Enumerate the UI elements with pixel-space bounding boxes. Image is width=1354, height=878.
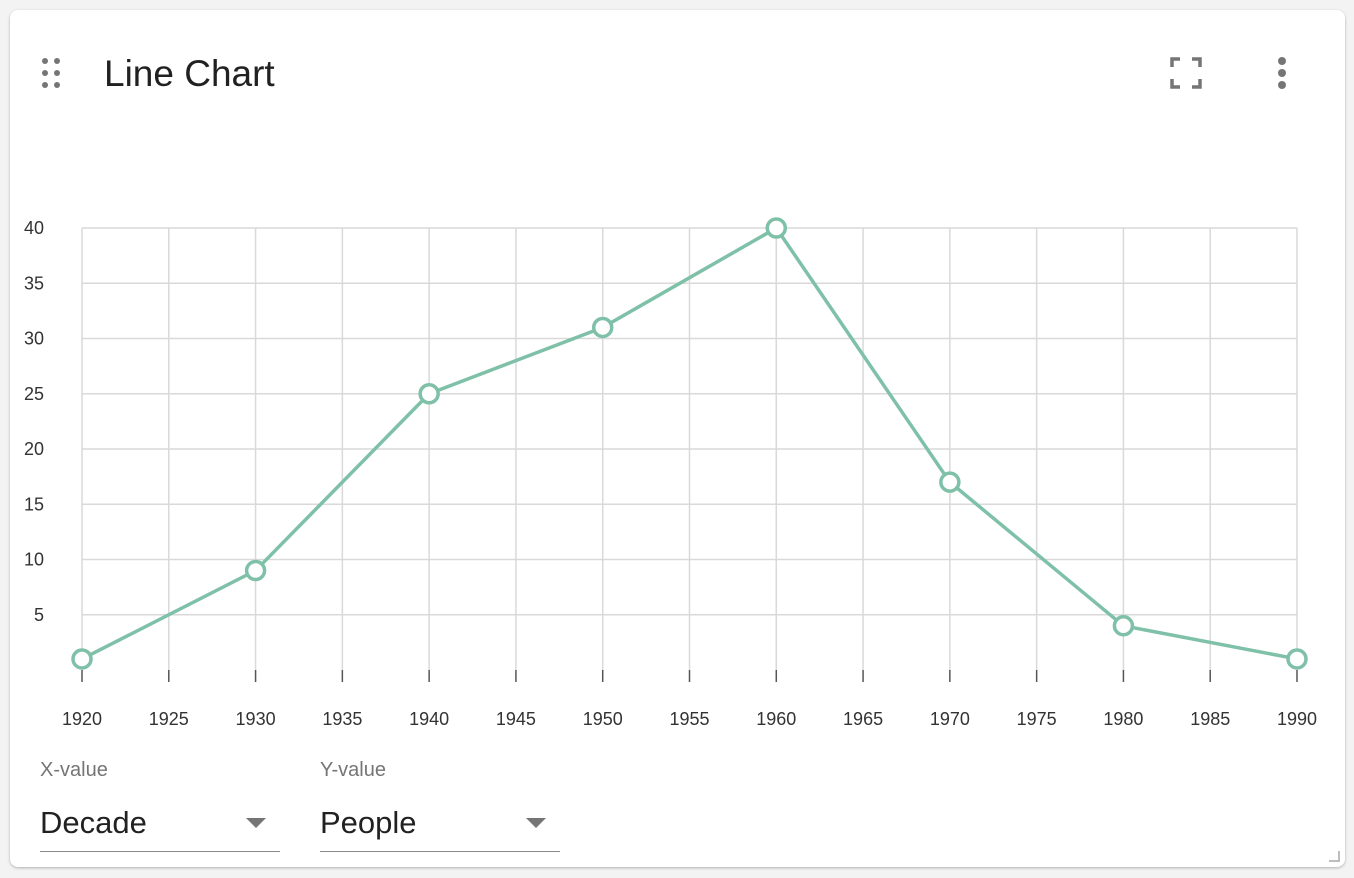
- x-value-select: X-value Decade: [40, 756, 280, 852]
- x-tick-label: 1940: [409, 709, 449, 729]
- y-tick-label: 20: [24, 439, 44, 459]
- x-tick-label: 1945: [496, 709, 536, 729]
- x-value-selected: Decade: [40, 805, 147, 840]
- fullscreen-icon: [1170, 57, 1202, 89]
- x-tick-label: 1965: [843, 709, 883, 729]
- x-tick-label: 1985: [1190, 709, 1230, 729]
- y-tick-label: 40: [24, 218, 44, 238]
- y-value-select: Y-value People: [320, 756, 560, 852]
- y-value-selected: People: [320, 805, 417, 840]
- chart-card: Line Chart 5 10 15 20 25 30 35 40 1920 1925 1930 19…: [10, 10, 1345, 867]
- series-line: [81, 226, 1298, 661]
- y-tick-label: 35: [24, 273, 44, 293]
- x-tick-label: 1930: [236, 709, 276, 729]
- data-point: [418, 383, 440, 405]
- data-point: [1112, 615, 1135, 637]
- data-point: [939, 471, 961, 493]
- x-tick-label: 1955: [669, 709, 709, 729]
- y-tick-label: 30: [24, 329, 44, 349]
- line-chart: 5 10 15 20 25 30 35 40 1920 1925 1930 1935 1940 1945 1…: [10, 10, 1345, 760]
- y-tick-label: 10: [24, 550, 44, 570]
- x-tick-label: 1920: [62, 709, 102, 729]
- x-tick-label: 1925: [149, 709, 189, 729]
- data-point: [765, 217, 788, 239]
- y-tick-label: 5: [34, 605, 44, 625]
- fullscreen-button[interactable]: [1164, 51, 1208, 95]
- x-tick-label: 1960: [756, 709, 796, 729]
- x-tick-label: 1980: [1103, 709, 1143, 729]
- x-tick-label: 1970: [930, 709, 970, 729]
- y-tick-label: 15: [24, 494, 44, 514]
- resize-handle-icon[interactable]: [1327, 849, 1341, 863]
- data-point: [1286, 648, 1308, 670]
- dropdown-arrow-icon: [526, 818, 546, 828]
- drag-handle-icon[interactable]: [40, 56, 66, 92]
- data-point: [244, 559, 267, 582]
- more-options-button[interactable]: [1260, 51, 1304, 95]
- more-vert-icon: [1278, 57, 1286, 89]
- y-tick-label: 25: [24, 384, 44, 404]
- y-value-dropdown[interactable]: People: [320, 796, 560, 852]
- x-tick-label: 1975: [1017, 709, 1057, 729]
- x-tick-label: 1950: [583, 709, 623, 729]
- data-point: [591, 316, 614, 339]
- x-tick-label: 1935: [322, 709, 362, 729]
- dropdown-arrow-icon: [246, 818, 266, 828]
- data-point: [71, 648, 93, 670]
- x-tick-label: 1990: [1277, 709, 1317, 729]
- x-value-dropdown[interactable]: Decade: [40, 796, 280, 852]
- y-value-label: Y-value: [320, 759, 386, 781]
- x-value-label: X-value: [40, 759, 108, 781]
- chart-svg: 5 10 15 20 25 30 35 40 1920 1925 1930 1935 1940 1945 1…: [24, 217, 1317, 729]
- card-title: Line Chart: [104, 53, 275, 94]
